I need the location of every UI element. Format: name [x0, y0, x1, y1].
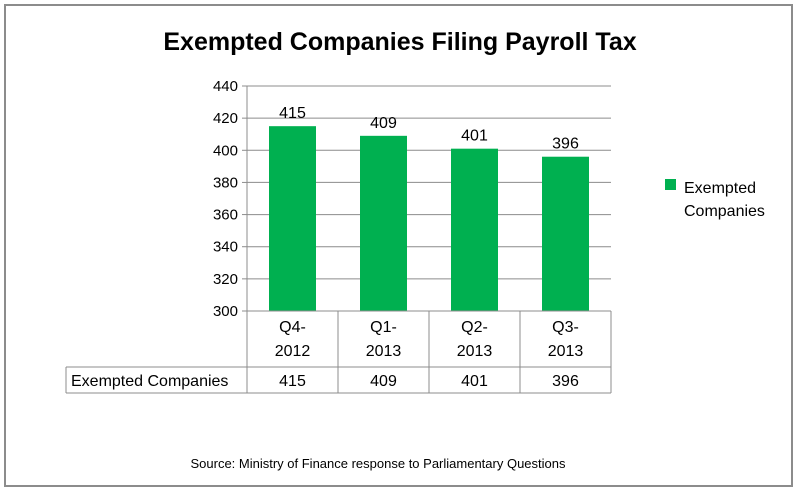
bar [542, 156, 589, 311]
category-label: 2013 [457, 343, 493, 360]
category-label: Q1- [370, 319, 397, 336]
source-note: Source: Ministry of Finance response to … [190, 456, 566, 471]
data-label: 401 [461, 128, 488, 145]
legend-swatch [665, 179, 676, 190]
category-label: Q3- [552, 319, 579, 336]
category-label: Q4- [279, 319, 306, 336]
table-value: 396 [552, 373, 579, 390]
data-table: Q4- 2012 Q1- 2013 Q2- 2013 Q3- 2013 Exempted Com… [65, 311, 612, 394]
category-label: 2012 [275, 343, 311, 360]
category-label: 2013 [548, 343, 584, 360]
axes: 300 320 340 360 380 400 420 440 [213, 78, 611, 320]
y-tick-label: 400 [213, 142, 238, 159]
data-label: 396 [552, 136, 579, 153]
bar [360, 135, 407, 311]
category-label: 2013 [366, 343, 402, 360]
y-tick-label: 380 [213, 174, 238, 191]
bar [269, 126, 316, 311]
legend-label: Exempted [684, 180, 756, 197]
category-label: Q2- [461, 319, 488, 336]
y-tick-label: 320 [213, 271, 238, 288]
table-value: 409 [370, 373, 397, 390]
chart-title: Exempted Companies Filing Payroll Tax [163, 28, 636, 56]
data-label: 415 [279, 105, 306, 122]
table-value: 401 [461, 373, 488, 390]
bar [451, 148, 498, 311]
y-tick-label: 340 [213, 239, 238, 256]
data-label: 409 [370, 115, 397, 132]
legend-label: Companies [684, 203, 765, 220]
bars: 415 409 401 396 [269, 105, 589, 311]
y-tick-label: 440 [213, 78, 238, 95]
y-tick-label: 300 [213, 303, 238, 320]
table-row-label: Exempted Companies [71, 373, 228, 390]
y-tick-label: 420 [213, 110, 238, 127]
y-tick-label: 360 [213, 207, 238, 224]
legend: Exempted Companies [665, 179, 765, 220]
table-value: 415 [279, 373, 306, 390]
